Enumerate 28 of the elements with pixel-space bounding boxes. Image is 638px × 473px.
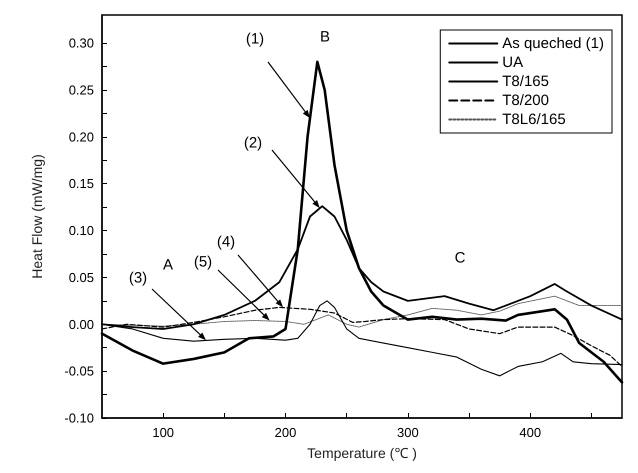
x-tick-label: 200: [274, 425, 296, 440]
y-tick-label: 0.30: [68, 36, 94, 51]
annotation: (1): [246, 30, 264, 48]
y-tick-label: 0.00: [68, 316, 94, 332]
legend-label: T8L6/165: [502, 111, 566, 128]
y-tick-label: 0.20: [68, 129, 94, 144]
y-tick-label: 0.15: [68, 176, 94, 192]
y-tick-label: 0.25: [68, 82, 94, 98]
y-tick-label: 0.05: [68, 270, 94, 285]
annotation: (3): [128, 270, 148, 286]
annotation: (2): [244, 134, 262, 152]
annotation: C: [454, 250, 466, 266]
legend-label: T8/165: [502, 73, 549, 90]
y-axis-title: Heat Flow (mW/mg): [29, 154, 45, 279]
y-tick-label: -0.10: [64, 410, 94, 426]
x-tick-label: 300: [397, 425, 419, 440]
legend-label: T8/200: [502, 92, 549, 109]
legend-label: As queched (1): [502, 35, 604, 52]
x-axis-title: Temperature (℃ ): [307, 445, 417, 461]
x-tick-label: 100: [152, 425, 174, 440]
y-tick-label: 0.10: [68, 223, 94, 238]
y-tick-label: -0.05: [64, 364, 94, 379]
annotation: A: [162, 256, 174, 274]
annotation: (4): [216, 234, 236, 250]
legend-label: UA: [502, 54, 524, 71]
annotation: B: [320, 28, 330, 46]
annotation: (5): [194, 254, 212, 270]
x-tick-label: 400: [519, 425, 542, 440]
